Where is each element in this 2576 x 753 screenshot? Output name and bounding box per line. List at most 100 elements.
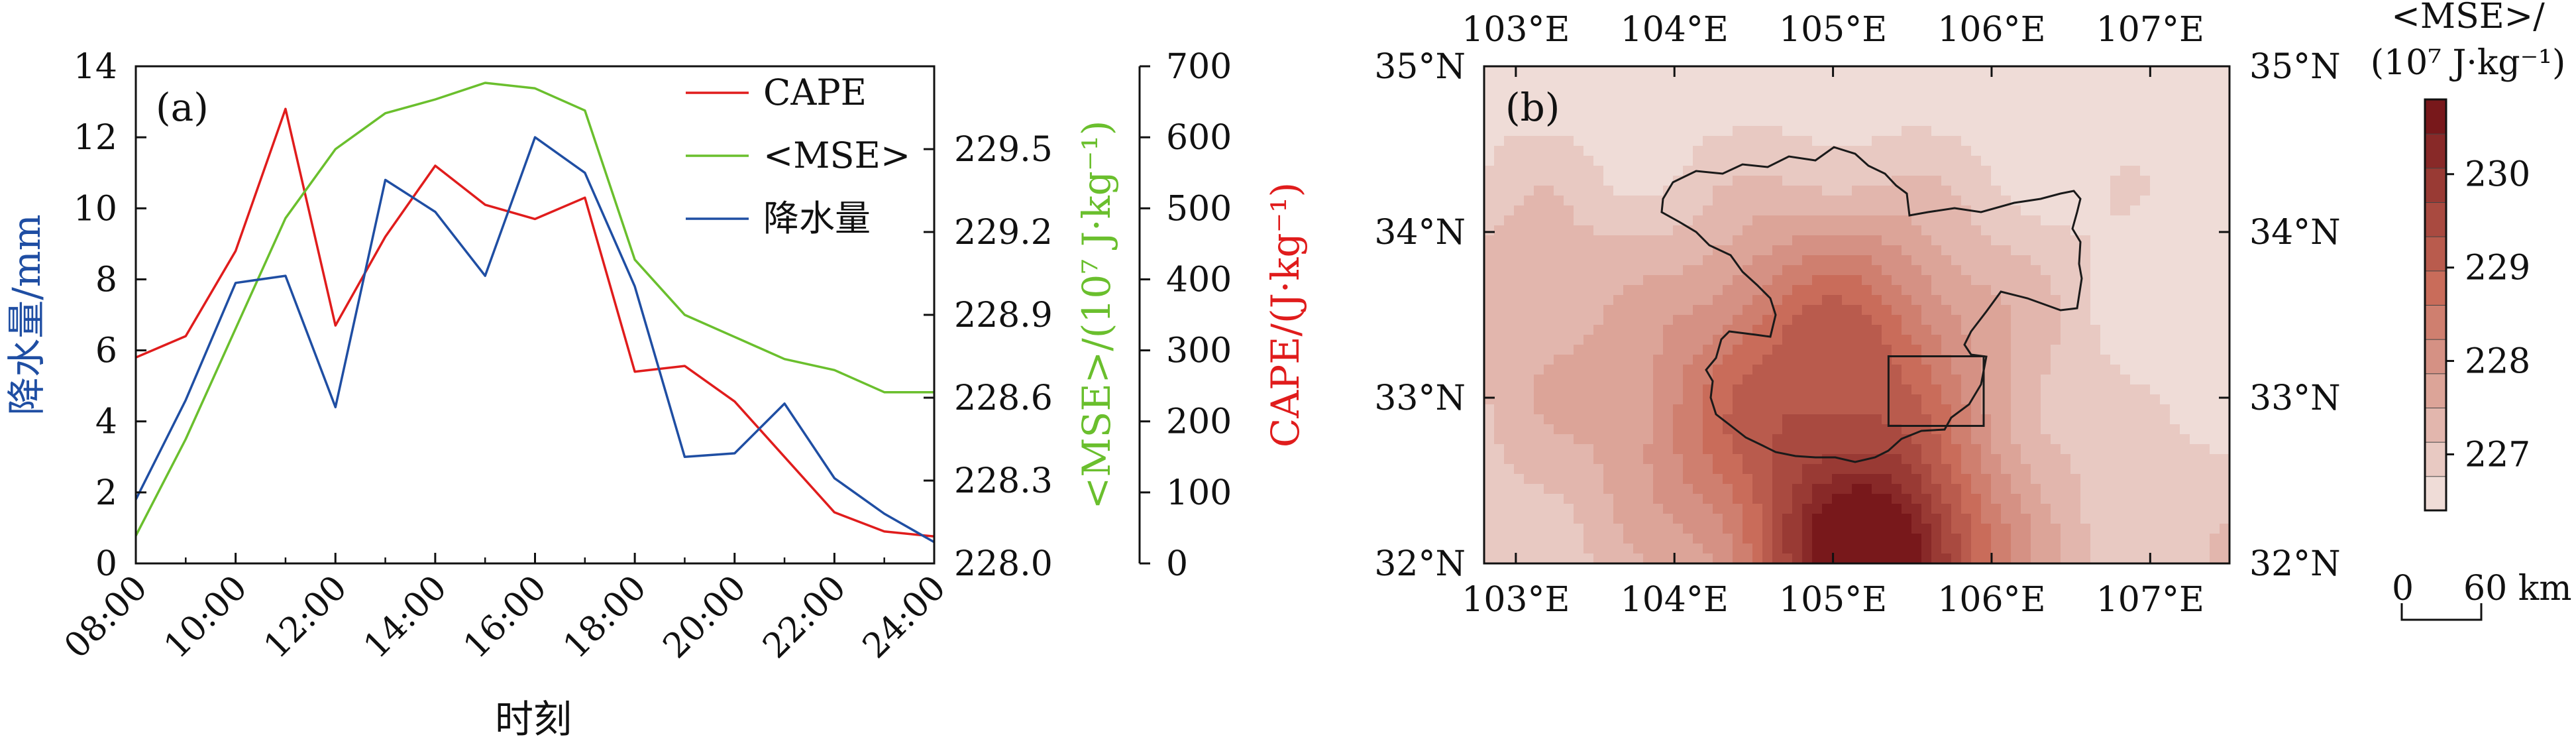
mse-field-cell (1991, 126, 2002, 137)
mse-field-cell (1921, 106, 1932, 117)
mse-field-cell (1981, 474, 1992, 485)
mse-field-cell (1802, 116, 1813, 127)
mse-field-cell (1683, 553, 1693, 563)
mse-field-cell (2130, 66, 2141, 77)
mse-field-cell (2021, 404, 2031, 415)
mse-field-cell (1782, 116, 1793, 127)
mse-field-cell (1812, 245, 1823, 256)
mse-field-cell (1752, 404, 1763, 415)
mse-field-cell (1534, 96, 1544, 107)
mse-field-cell (1762, 474, 1773, 485)
mse-field-cell (1504, 196, 1515, 206)
mse-field-cell (1484, 225, 1495, 236)
mse-field-cell (1941, 484, 1952, 494)
mse-field-cell (1603, 285, 1614, 296)
mse-field-cell (1941, 76, 1952, 87)
mse-field-cell (2021, 215, 2031, 226)
mse-field-cell (1961, 315, 1972, 325)
mse-field-cell (1514, 514, 1525, 524)
mse-field-cell (1484, 365, 1495, 375)
mse-field-cell (1673, 355, 1684, 365)
mse-field-cell (1752, 365, 1763, 375)
mse-field-cell (1623, 196, 1634, 206)
mse-field-cell (1574, 454, 1584, 465)
mse-field-cell (1931, 76, 1942, 87)
mse-field-cell (1941, 146, 1952, 156)
mse-field-cell (1752, 464, 1763, 475)
mse-field-cell (2120, 444, 2131, 455)
mse-field-cell (2041, 434, 2051, 445)
mse-field-cell (1494, 375, 1505, 385)
mse-field-cell (1593, 544, 1604, 554)
mse-field-cell (2021, 76, 2031, 87)
mse-field-cell (1991, 215, 2002, 226)
lon-tick-label-bottom: 107°E (2096, 580, 2204, 620)
mse-field-cell (1971, 196, 1982, 206)
mse-field-cell (1762, 484, 1773, 494)
mse-field-cell (1554, 494, 1564, 504)
mse-field-cell (1772, 375, 1783, 385)
mse-field-cell (2170, 205, 2180, 216)
mse-field-cell (1524, 534, 1534, 544)
mse-field-cell (1484, 86, 1495, 97)
mse-field-cell (1484, 66, 1495, 77)
mse-field-cell (2180, 553, 2190, 563)
mse-field-cell (1981, 215, 1992, 226)
mse-field-cell (2051, 156, 2061, 166)
mse-field-cell (1514, 225, 1525, 236)
mse-field-cell (1762, 126, 1773, 137)
mse-field-cell (2210, 553, 2220, 563)
mse-field-cell (1961, 186, 1972, 196)
mse-field-cell (2070, 504, 2081, 514)
mse-field-cell (2130, 295, 2141, 306)
mse-field-cell (1911, 384, 1922, 395)
mse-field-cell (1603, 335, 1614, 345)
mse-field-cell (2120, 156, 2131, 166)
mse-field-cell (1583, 544, 1594, 554)
mse-field-cell (1593, 136, 1604, 146)
mse-field-cell (1653, 454, 1664, 465)
mse-field-cell (1603, 504, 1614, 514)
mse-field-cell (1902, 524, 1912, 534)
mse-field-cell (2100, 106, 2111, 117)
mse-field-cell (1931, 325, 1942, 335)
mse-field-cell (1941, 106, 1952, 117)
mse-field-cell (1693, 375, 1703, 385)
mse-field-cell (1812, 76, 1823, 87)
mse-field-cell (2200, 375, 2210, 385)
mse-field-cell (2130, 186, 2141, 196)
mse-field-cell (2130, 514, 2141, 524)
mse-field-cell (1941, 186, 1952, 196)
lat-tick-label-right: 33°N (2249, 378, 2341, 418)
mse-field-cell (1544, 534, 1554, 544)
mse-field-cell (2021, 265, 2031, 276)
mse-field-cell (1772, 196, 1783, 206)
mse-field-cell (1892, 265, 1902, 276)
mse-field-cell (2140, 464, 2151, 475)
mse-field-cell (1603, 494, 1614, 504)
mse-field-cell (1931, 106, 1942, 117)
mse-field-cell (1693, 384, 1703, 395)
mse-field-cell (1772, 265, 1783, 276)
mse-field-cell (1991, 305, 2002, 316)
mse-field-cell (1882, 464, 1892, 475)
mse-field-cell (1583, 454, 1594, 465)
mse-field-cell (1961, 524, 1972, 534)
cape-tick-label: 600 (1166, 118, 1232, 158)
mse-field-cell (1693, 494, 1703, 504)
mse-field-cell (1882, 384, 1892, 395)
mse-field-cell (2190, 494, 2200, 504)
left-tick-label: 14 (74, 47, 117, 87)
mse-field-cell (2090, 205, 2101, 216)
mse-field-cell (1892, 394, 1902, 405)
mse-field-cell (1902, 76, 1912, 87)
mse-field-cell (1683, 235, 1693, 246)
mse-field-cell (1663, 484, 1674, 494)
mse-field-cell (1683, 524, 1693, 534)
mse-field-cell (2220, 434, 2229, 445)
mse-field-cell (1921, 255, 1932, 266)
mse-field-cell (2200, 245, 2210, 256)
mse-field-cell (2150, 136, 2161, 146)
mse-field-cell (2041, 146, 2051, 156)
mse-field-cell (2090, 434, 2101, 445)
